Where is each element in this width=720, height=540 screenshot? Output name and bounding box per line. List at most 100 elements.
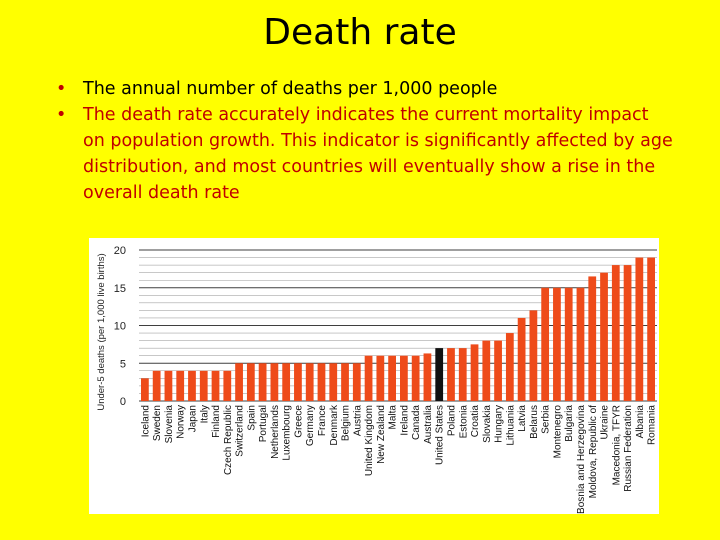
x-tick-label: Belarus (529, 405, 540, 439)
x-tick-label: Ukraine (600, 405, 611, 440)
x-tick-label: Czech Republic (223, 405, 234, 475)
x-tick-label: Luxembourg (282, 405, 293, 461)
bar (258, 363, 267, 401)
bar (505, 333, 514, 401)
bar (282, 363, 291, 401)
x-tick-label: Finland (211, 405, 222, 438)
bar (647, 257, 655, 401)
x-tick-label: France (317, 405, 328, 437)
bar (564, 287, 573, 401)
bar (623, 265, 632, 401)
x-tick-label: Albania (635, 405, 646, 439)
bar (246, 363, 255, 401)
bar (294, 363, 302, 401)
bullet-text: The annual number of deaths per 1,000 pe… (83, 79, 498, 99)
bar (529, 310, 538, 401)
y-tick-label: 5 (120, 358, 126, 370)
x-tick-label: Canada (411, 405, 422, 440)
x-tick-label: Latvia (517, 405, 528, 432)
bar (176, 370, 185, 401)
x-tick-label: Australia (423, 405, 434, 444)
bar (152, 370, 161, 401)
bar (235, 363, 243, 401)
x-tick-label: Malta (388, 405, 399, 430)
bar (588, 276, 597, 401)
bar (211, 370, 220, 401)
x-tick-label: Switzerland (235, 405, 246, 457)
x-tick-label: United States (435, 405, 446, 465)
x-tick-label: Bulgaria (564, 405, 575, 442)
bar (188, 370, 196, 401)
bar (223, 370, 232, 401)
slide-title: Death rate (263, 12, 457, 53)
bar (388, 355, 396, 401)
bullet-list: • The annual number of deaths per 1,000 p… (54, 76, 674, 206)
bar (199, 370, 208, 401)
bar (494, 340, 502, 401)
bar-highlight (435, 348, 444, 401)
bar-series (141, 257, 655, 401)
x-tick-label: Sweden (152, 405, 163, 441)
x-tick-label: Austria (352, 405, 363, 437)
bar (458, 348, 467, 401)
bullet-item: • The death rate accurately indicates the… (54, 102, 674, 206)
x-tick-label: United Kingdom (364, 405, 375, 476)
y-axis-ticks: 0 5 10 15 20 (114, 245, 126, 408)
bar (364, 355, 373, 401)
bar (164, 370, 173, 401)
bar (470, 344, 479, 401)
bar (482, 340, 491, 401)
x-tick-label: Italy (199, 405, 210, 423)
x-tick-label: New Zealand (376, 405, 387, 464)
x-tick-label: Germany (305, 405, 316, 446)
chart-panel: 0 5 10 15 20 Iceland Sweden Slovenia Norway Japa… (89, 238, 659, 514)
x-tick-label: Russian Federation (623, 405, 634, 492)
bar (341, 363, 349, 401)
bullet-text: The death rate accurately indicates the … (83, 105, 673, 203)
x-tick-label: Ireland (399, 405, 410, 436)
x-tick-label: Hungary (494, 405, 505, 443)
x-tick-label: Montenegro (552, 405, 563, 459)
x-tick-label: Poland (446, 405, 457, 436)
x-tick-label: Slovenia (164, 405, 175, 444)
x-tick-label: Denmark (329, 404, 340, 446)
x-tick-label: Slovakia (482, 405, 493, 443)
x-tick-label: Netherlands (270, 405, 281, 459)
x-tick-label: Greece (293, 405, 304, 438)
bar (317, 363, 326, 401)
bar (352, 363, 361, 401)
x-tick-label: Croatia (470, 405, 481, 438)
y-tick-label: 15 (114, 283, 126, 295)
x-tick-label: Bosnia and Herzegovina (576, 405, 587, 514)
bar (400, 355, 408, 401)
x-tick-label: Japan (187, 405, 198, 432)
bullet-dot-icon: • (56, 79, 67, 99)
x-tick-label: Iceland (140, 405, 151, 437)
bar (447, 348, 455, 401)
x-tick-label: Macedonia, TFYR (611, 405, 622, 485)
bar (141, 378, 149, 401)
x-tick-label: Moldova, Republic of (588, 405, 599, 499)
bar (305, 363, 314, 401)
bullet-item: • The annual number of deaths per 1,000 p… (54, 76, 674, 102)
bar (611, 265, 620, 401)
x-tick-label: Romania (647, 405, 658, 445)
bar (635, 257, 644, 401)
y-axis-label: Under-5 deaths (per 1,000 live births) (96, 253, 107, 410)
bar (553, 287, 561, 401)
under5-mortality-chart: 0 5 10 15 20 Iceland Sweden Slovenia Norway Japa… (96, 245, 658, 514)
bar (576, 287, 585, 401)
y-tick-label: 20 (114, 245, 126, 257)
x-tick-label: Estonia (458, 405, 469, 439)
bar (376, 355, 385, 401)
x-tick-label: Belgium (341, 405, 352, 441)
bar (329, 363, 338, 401)
y-tick-label: 0 (120, 396, 126, 408)
x-tick-label: Portugal (258, 405, 269, 442)
x-tick-label: Serbia (541, 405, 552, 434)
bar (270, 363, 279, 401)
bullet-dot-icon: • (56, 105, 67, 125)
y-tick-label: 10 (114, 321, 126, 333)
x-axis-labels: Iceland Sweden Slovenia Norway Japan Italy Fin… (140, 404, 657, 514)
bar (600, 272, 608, 401)
